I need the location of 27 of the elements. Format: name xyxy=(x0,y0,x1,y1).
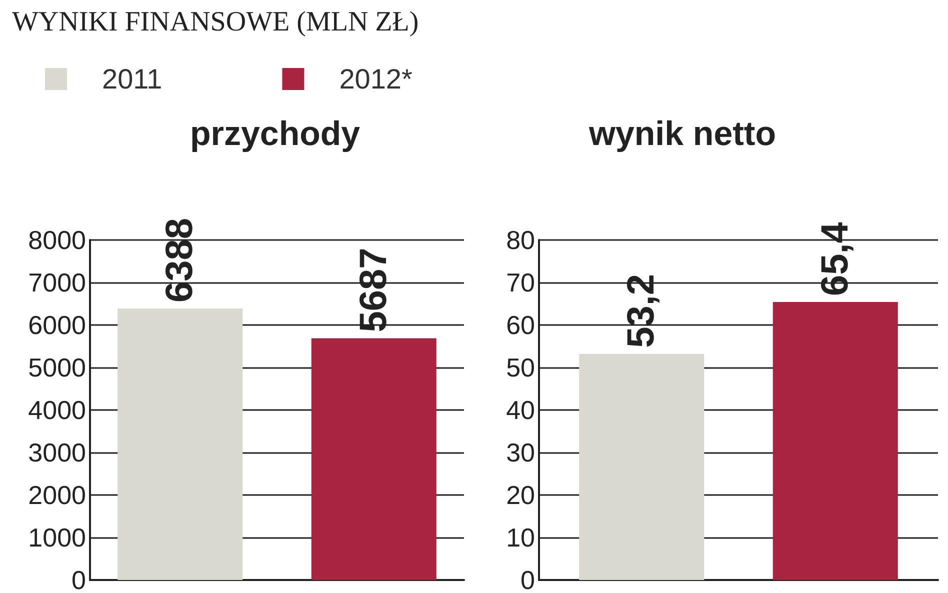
y-tick-label: 2000 xyxy=(28,480,86,510)
y-tick-label: 30 xyxy=(506,438,535,468)
y-tick-label: 3000 xyxy=(28,438,86,468)
y-tick-label: 7000 xyxy=(28,268,86,298)
y-tick-label: 4000 xyxy=(28,395,86,425)
y-tick-label: 0 xyxy=(72,565,86,593)
y-tick-label: 8000 xyxy=(28,225,86,255)
data-label: 65,4 xyxy=(814,222,856,296)
y-tick-label: 0 xyxy=(520,565,535,593)
y-tick-label: 5000 xyxy=(28,352,86,382)
data-label: 6388 xyxy=(159,218,202,303)
y-tick-label: 80 xyxy=(506,225,535,255)
data-label: 53,2 xyxy=(620,274,663,348)
text: WYNIKI FINANSOWE (MLN ZŁ) xyxy=(12,6,419,38)
y-tick-label: 6000 xyxy=(28,310,86,340)
data-label: 5687 xyxy=(352,248,395,332)
legend-label: 2012* xyxy=(339,64,412,94)
y-tick-label: 70 xyxy=(506,268,535,298)
y-tick-label: 60 xyxy=(506,310,535,340)
y-tick-label: 10 xyxy=(506,522,535,552)
chart-title: wynik netto xyxy=(588,115,776,153)
y-tick-label: 1000 xyxy=(28,522,86,552)
y-tick-label: 40 xyxy=(506,395,535,425)
y-tick-label: 20 xyxy=(506,480,535,510)
legend-label: 2011 xyxy=(102,64,162,94)
y-tick-label: 50 xyxy=(506,352,535,382)
chart-title: przychody xyxy=(190,115,360,153)
